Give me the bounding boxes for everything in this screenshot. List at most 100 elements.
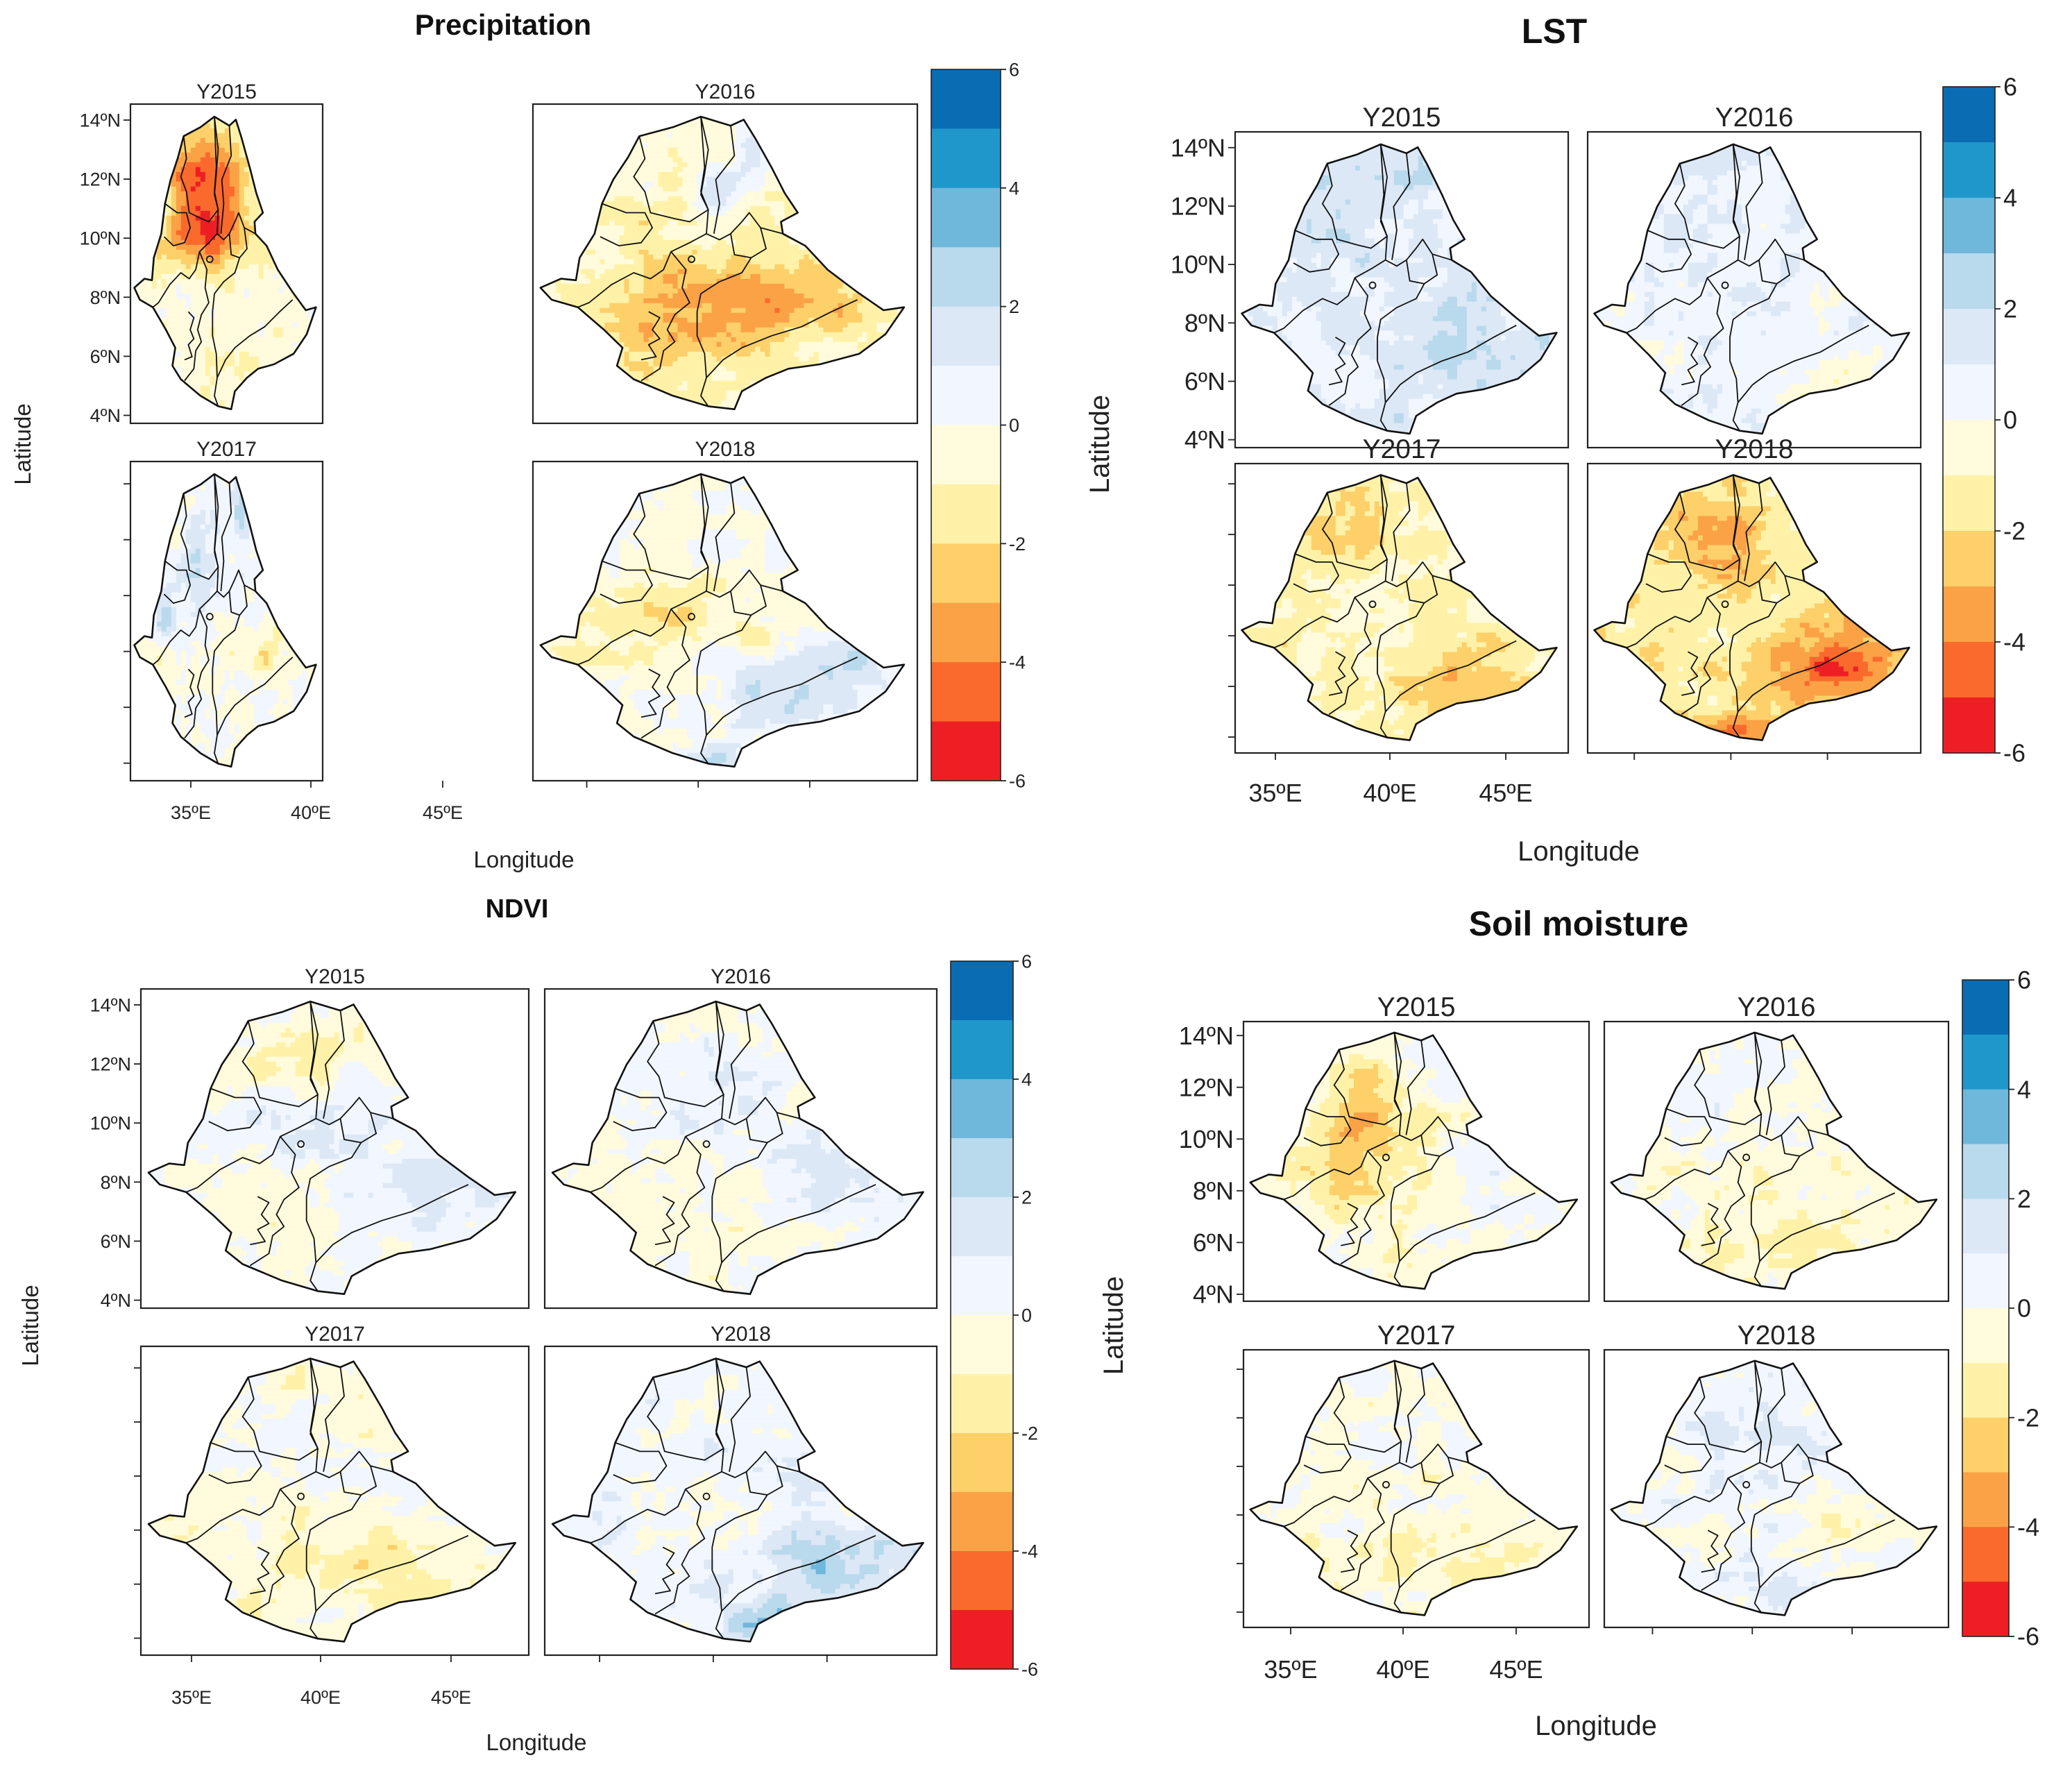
colorbar-band: [1962, 1527, 2009, 1582]
colorbar-tick-label: -2: [1009, 534, 1026, 554]
colorbar-band: [1943, 198, 1995, 254]
colorbar-tick-label: -4: [2003, 628, 2026, 657]
y-tick-label: 6ºN: [90, 346, 121, 367]
colorbar-band: [931, 603, 1001, 663]
colorbar-band: [1962, 1253, 2009, 1308]
y-axis-label: Latitude: [10, 403, 35, 484]
map-year-label: Y2016: [711, 965, 771, 988]
colorbar-band: [951, 961, 1013, 1021]
colorbar-tick-label: 4: [1009, 178, 1019, 198]
x-tick-label: 35ºE: [171, 802, 211, 823]
map-y2017: [141, 1346, 529, 1655]
y-tick-label: 12ºN: [80, 169, 121, 190]
colorbar-band: [951, 1374, 1013, 1434]
colorbar-tick-label: 2: [2017, 1185, 2031, 1213]
colorbar-tick-label: -4: [2017, 1513, 2039, 1541]
colorbar-tick-label: -6: [1009, 770, 1026, 791]
colorbar-band: [951, 1492, 1013, 1552]
x-tick-label: 45ºE: [423, 802, 463, 823]
colorbar-tick-label: -4: [1009, 652, 1026, 673]
map-y2018: [1604, 1350, 1948, 1627]
map-y2017: [1235, 464, 1568, 753]
colorbar-tick-label: 2: [2003, 295, 2017, 323]
colorbar-band: [951, 1433, 1013, 1493]
y-tick-label: 4ºN: [1184, 425, 1225, 454]
y-tick-label: 8ºN: [101, 1172, 131, 1193]
colorbar-band: [1943, 586, 1995, 643]
colorbar-band: [1962, 1308, 2009, 1363]
colorbar-band: [931, 484, 1001, 544]
y-tick-label: 10ºN: [80, 228, 121, 249]
colorbar-tick-label: 0: [2017, 1294, 2031, 1323]
x-tick-label: 45ºE: [1489, 1655, 1543, 1684]
y-tick-label: 14ºN: [80, 110, 121, 130]
y-axis-label: Latitude: [17, 1285, 43, 1366]
x-axis-label: Longitude: [474, 847, 575, 872]
colorbar-band: [1943, 697, 1995, 754]
colorbar-tick-label: -4: [1021, 1541, 1038, 1561]
colorbar-band: [1943, 531, 1995, 587]
colorbar: 6 4 2 0 -2 -4 -6: [1962, 966, 2039, 1651]
panel-title: Soil moisture: [1469, 904, 1689, 943]
colorbar-band: [1943, 142, 1995, 198]
map-y2017: [130, 462, 323, 781]
map-year-label: Y2015: [1363, 103, 1441, 133]
y-tick-label: 4ºN: [90, 405, 121, 426]
map-y2016: [533, 104, 917, 423]
colorbar-band: [931, 662, 1001, 722]
colorbar-tick-label: -6: [2003, 739, 2026, 768]
colorbar-band: [951, 1551, 1013, 1611]
x-tick-label: 40ºE: [1376, 1655, 1429, 1684]
colorbar-band: [1962, 1363, 2009, 1418]
colorbar-tick-label: -2: [2003, 517, 2026, 545]
map-year-label: Y2017: [196, 438, 257, 461]
colorbar-band: [1943, 420, 1995, 476]
x-tick-label: 40ºE: [300, 1687, 341, 1708]
map-year-label: Y2018: [695, 438, 756, 461]
x-tick-label: 45ºE: [431, 1687, 471, 1708]
panel-title: NDVI: [486, 895, 549, 924]
colorbar-band: [931, 366, 1001, 425]
colorbar-band: [1962, 1418, 2009, 1473]
map-year-label: Y2015: [196, 81, 257, 103]
colorbar-tick-label: 6: [1009, 59, 1019, 80]
map-y2018: [545, 1346, 937, 1655]
colorbar-band: [931, 425, 1001, 485]
colorbar-band: [931, 307, 1001, 366]
map-y2015: [141, 989, 529, 1308]
panel-title: LST: [1522, 12, 1587, 51]
colorbar-tick-label: 6: [2017, 966, 2031, 994]
colorbar-tick-label: -2: [1021, 1423, 1038, 1443]
x-tick-label: 45ºE: [1479, 779, 1532, 807]
map-y2016: [1588, 132, 1921, 448]
y-tick-label: 8ºN: [1193, 1176, 1234, 1205]
x-tick-label: 40ºE: [1363, 779, 1416, 807]
colorbar-band: [931, 722, 1001, 781]
colorbar-band: [931, 128, 1001, 188]
colorbar-tick-label: 4: [2017, 1075, 2031, 1103]
colorbar-tick-label: 6: [1021, 951, 1032, 972]
y-tick-label: 8ºN: [1184, 309, 1225, 337]
colorbar-tick-label: -6: [2017, 1623, 2039, 1651]
y-tick-label: 12ºN: [1171, 192, 1225, 221]
y-tick-label: 14ºN: [90, 994, 131, 1015]
colorbar-tick-label: -2: [2017, 1403, 2039, 1432]
y-tick-label: 14ºN: [1179, 1022, 1234, 1050]
x-tick-label: 35ºE: [1264, 1655, 1317, 1684]
map-year-label: Y2017: [1377, 1321, 1456, 1351]
map-y2015: [1243, 1022, 1589, 1301]
colorbar-band: [951, 1315, 1013, 1375]
y-tick-label: 6ºN: [1184, 367, 1225, 396]
map-year-label: Y2017: [305, 1323, 365, 1346]
colorbar-band: [1943, 364, 1995, 421]
colorbar-band: [1943, 642, 1995, 698]
colorbar-band: [1962, 1035, 2009, 1090]
colorbar-band: [1962, 1144, 2009, 1199]
colorbar-band: [951, 1610, 1013, 1670]
x-axis-label: Longitude: [1518, 836, 1640, 867]
map-year-label: Y2015: [1377, 992, 1456, 1022]
colorbar-tick-label: 2: [1021, 1187, 1032, 1208]
colorbar-band: [951, 1020, 1013, 1080]
